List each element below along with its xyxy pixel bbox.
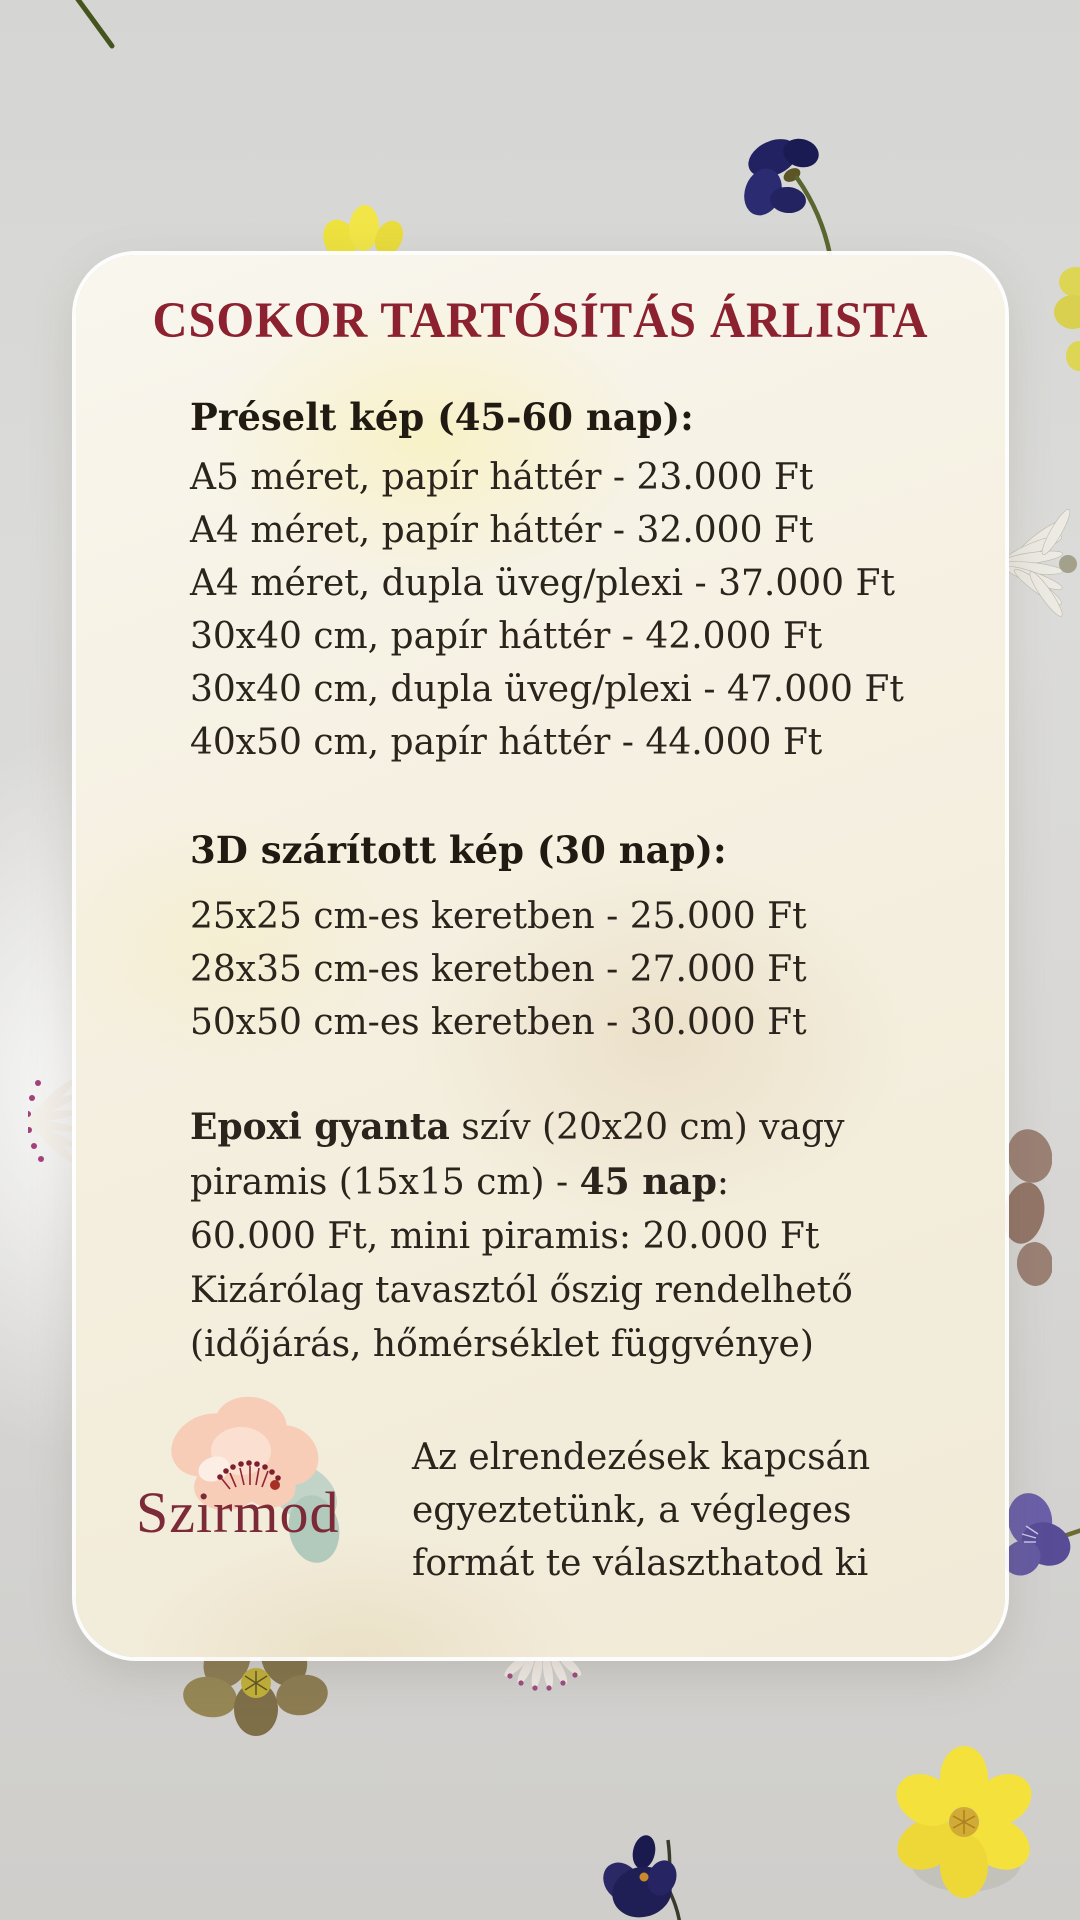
pressed-yellow-flower-bottom-right-icon: [896, 1746, 1032, 1898]
pressed-pink-daisy-bottom-icon: [504, 1654, 582, 1691]
note-line: Az elrendezések kapcsán: [412, 1437, 871, 1478]
price-list: 25x25 cm-es keretben - 25.000 Ft 28x35 c…: [190, 890, 945, 1049]
price-item: 30x40 cm, papír háttér - 42.000 Ft: [190, 616, 823, 657]
section-header: Préselt kép (45-60 nap):: [190, 395, 694, 439]
pressed-yellow-top-icon: [323, 205, 404, 260]
section-preselt-kep: Préselt kép (45-60 nap): A5 méret, papír…: [190, 395, 945, 769]
pressed-yellow-right-icon: [1054, 267, 1080, 371]
pressed-brown-right-icon: [1003, 1129, 1052, 1286]
section-epoxi-gyanta: Epoxi gyanta szív (20x20 cm) vagy pirami…: [190, 1100, 945, 1372]
price-item: 40x50 cm, papír háttér - 44.000 Ft: [190, 722, 823, 763]
epoxi-line: Epoxi gyanta szív (20x20 cm) vagy: [190, 1106, 845, 1148]
epoxi-bold: Epoxi gyanta: [190, 1106, 450, 1148]
price-item: 25x25 cm-es keretben - 25.000 Ft: [190, 896, 807, 937]
section-header: 3D szárított kép (30 nap):: [190, 828, 727, 872]
logo-wordmark: Szirmod: [136, 1480, 340, 1545]
page-title: CSOKOR TARTÓSÍTÁS ÁRLISTA: [152, 293, 929, 349]
price-list: A5 méret, papír háttér - 23.000 Ft A4 mé…: [190, 451, 945, 769]
price-item: 30x40 cm, dupla üveg/plexi - 47.000 Ft: [190, 669, 904, 710]
pressed-violet-flower-bottom-icon: [603, 1835, 682, 1920]
note-line: formát te választhatod ki: [412, 1543, 869, 1584]
price-item: A4 méret, papír háttér - 32.000 Ft: [190, 510, 814, 551]
price-item: 28x35 cm-es keretben - 27.000 Ft: [190, 949, 807, 990]
logo-flower-icon: [171, 1396, 340, 1563]
epoxi-line: piramis (15x15 cm) - 45 nap:: [190, 1161, 730, 1203]
pressed-purple-flower-right-icon: [1003, 1493, 1080, 1576]
epoxi-line: (időjárás, hőmérséklet függvénye): [190, 1324, 814, 1365]
section-3d-szaritott: 3D szárított kép (30 nap): 25x25 cm-es k…: [190, 828, 945, 1049]
pressed-white-daisy-right-icon: [1000, 509, 1077, 617]
epoxi-line: 60.000 Ft, mini piramis: 20.000 Ft: [190, 1216, 820, 1257]
stem-top-left-icon: [75, 0, 115, 49]
price-item: A4 méret, dupla üveg/plexi - 37.000 Ft: [190, 563, 895, 604]
pressed-pink-daisy-left-icon: [28, 1079, 76, 1163]
price-item: 50x50 cm-es keretben - 30.000 Ft: [190, 1002, 807, 1043]
note-line: egyeztetünk, a végleges: [412, 1490, 852, 1531]
footer-note: Az elrendezések kapcsán egyeztetünk, a v…: [412, 1431, 932, 1590]
pressed-olive-flower-bottom-left-icon: [183, 1645, 328, 1736]
price-card: CSOKOR TARTÓSÍTÁS ÁRLISTA Préselt kép (4…: [76, 255, 1005, 1657]
epoxi-bold: 45 nap: [579, 1161, 717, 1203]
szirmod-logo: Szirmod: [76, 1385, 496, 1635]
pressed-violet-top-icon: [744, 138, 834, 263]
price-item: A5 méret, papír háttér - 23.000 Ft: [190, 457, 814, 498]
epoxi-line: Kizárólag tavasztól őszig rendelhető: [190, 1270, 853, 1311]
